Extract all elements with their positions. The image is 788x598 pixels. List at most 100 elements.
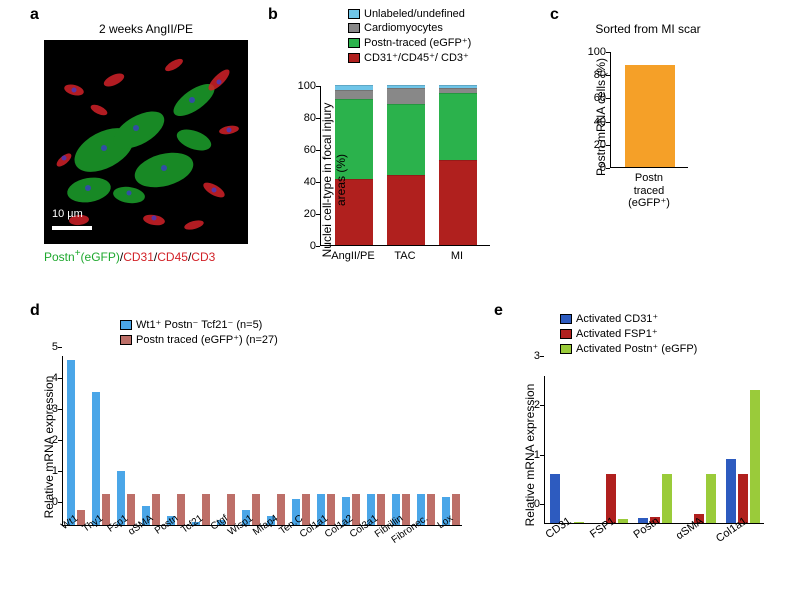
ytick-label: 0 <box>584 162 606 174</box>
bar-segment <box>387 175 425 245</box>
bar-segment <box>387 104 425 174</box>
legend-item: Cardiomyocytes <box>348 22 471 34</box>
ytick-label: 0 <box>42 496 58 508</box>
panel-a-caption: Postn+(eGFP)/CD31/CD45/CD3 <box>44 248 215 264</box>
ytick-label: 80 <box>294 112 316 124</box>
panel-c-xticklabel: Postn traced (eGFP⁺) <box>614 172 684 210</box>
legend-swatch <box>560 314 572 324</box>
ytick-label: 60 <box>294 144 316 156</box>
ytick-label: 5 <box>42 341 58 353</box>
legend-swatch <box>560 344 572 354</box>
ytick-label: 20 <box>294 208 316 220</box>
value-bar <box>750 390 760 523</box>
legend-text: Cardiomyocytes <box>364 22 443 34</box>
value-bar <box>625 65 675 167</box>
legend-item: Activated FSP1⁺ <box>560 327 697 340</box>
xtick-label: AngII/PE <box>328 250 378 262</box>
ytick-mark <box>540 504 544 505</box>
ytick-mark <box>606 75 610 76</box>
ytick-label: 1 <box>526 449 540 461</box>
ytick-label: 100 <box>294 80 316 92</box>
panel-a-micrograph: 10 µm <box>44 40 248 244</box>
ytick-label: 3 <box>42 403 58 415</box>
panel-b-label: b <box>268 6 278 24</box>
legend-item: CD31⁺/CD45⁺/ CD3⁺ <box>348 51 471 64</box>
ytick-mark <box>316 214 320 215</box>
ytick-label: 0 <box>294 240 316 252</box>
xtick-label: TAC <box>380 250 430 262</box>
cap-cd31: CD31 <box>123 250 154 264</box>
panel-d-label: d <box>30 302 40 320</box>
ytick-label: 20 <box>584 139 606 151</box>
cap-postn: Postn+(eGFP) <box>44 250 120 264</box>
value-bar <box>550 474 560 523</box>
legend-swatch <box>120 335 132 345</box>
legend-item: Postn traced (eGFP⁺) (n=27) <box>120 333 278 346</box>
panel-c-plot <box>610 52 688 168</box>
value-bar <box>574 522 584 523</box>
panel-e-legend: Activated CD31⁺ Activated FSP1⁺ Activated … <box>560 312 697 357</box>
bar-segment <box>335 85 373 90</box>
value-bar <box>618 519 628 523</box>
ytick-label: 3 <box>526 350 540 362</box>
ytick-label: 100 <box>584 46 606 58</box>
legend-swatch <box>120 320 132 330</box>
panel-e-plot <box>544 376 764 524</box>
scalebar-text: 10 µm <box>52 208 83 220</box>
ytick-mark <box>58 409 62 410</box>
legend-item: Activated CD31⁺ <box>560 312 697 325</box>
legend-text: Wt1⁺ Postn⁻ Tcf21⁻ (n=5) <box>136 318 262 331</box>
stacked-bar <box>439 85 477 245</box>
ytick-mark <box>58 471 62 472</box>
legend-item: Wt1⁺ Postn⁻ Tcf21⁻ (n=5) <box>120 318 278 331</box>
ytick-mark <box>606 98 610 99</box>
bar-segment <box>439 85 477 88</box>
legend-text: Activated FSP1⁺ <box>576 327 658 340</box>
ytick-mark <box>606 52 610 53</box>
xtick-label: MI <box>432 250 482 262</box>
ytick-mark <box>316 246 320 247</box>
legend-item: Activated Postn⁺ (eGFP) <box>560 342 697 355</box>
panel-d-plot <box>62 356 462 526</box>
ytick-mark <box>540 455 544 456</box>
ytick-mark <box>606 168 610 169</box>
legend-swatch <box>348 53 360 63</box>
panel-b-ylabel: Nuclei cell-type in focal injury areas (… <box>320 100 348 260</box>
ytick-mark <box>58 502 62 503</box>
legend-swatch <box>348 23 360 33</box>
legend-swatch <box>560 329 572 339</box>
ytick-mark <box>606 122 610 123</box>
ytick-label: 1 <box>42 465 58 477</box>
ytick-mark <box>58 440 62 441</box>
ytick-mark <box>540 405 544 406</box>
bar-segment <box>439 160 477 245</box>
ytick-mark <box>58 347 62 348</box>
bar-segment <box>335 90 373 100</box>
ytick-label: 2 <box>526 399 540 411</box>
legend-item: Postn-traced (eGFP⁺) <box>348 36 471 49</box>
ytick-label: 40 <box>584 116 606 128</box>
ytick-label: 4 <box>42 372 58 384</box>
legend-text: Unlabeled/undefined <box>364 8 465 20</box>
panel-d-legend: Wt1⁺ Postn⁻ Tcf21⁻ (n=5) Postn traced (eG… <box>120 318 278 348</box>
cap-cd45: CD45 <box>157 250 188 264</box>
ytick-mark <box>316 182 320 183</box>
ytick-label: 80 <box>584 69 606 81</box>
legend-swatch <box>348 9 360 19</box>
value-bar <box>92 392 100 525</box>
ytick-mark <box>540 356 544 357</box>
bar-segment <box>387 85 425 88</box>
legend-text: Postn-traced (eGFP⁺) <box>364 36 471 49</box>
ytick-label: 2 <box>42 434 58 446</box>
panel-a-title: 2 weeks AngII/PE <box>44 22 248 36</box>
value-bar <box>726 459 736 523</box>
panel-b-legend: Unlabeled/undefined Cardiomyocytes Postn-t… <box>348 8 471 66</box>
cap-cd3: CD3 <box>191 250 215 264</box>
legend-text: Activated CD31⁺ <box>576 312 658 325</box>
panel-e-label: e <box>494 302 503 320</box>
panel-a-label: a <box>30 6 39 24</box>
legend-item: Unlabeled/undefined <box>348 8 471 20</box>
ytick-mark <box>316 150 320 151</box>
value-bar <box>67 360 75 525</box>
ytick-label: 0 <box>526 498 540 510</box>
